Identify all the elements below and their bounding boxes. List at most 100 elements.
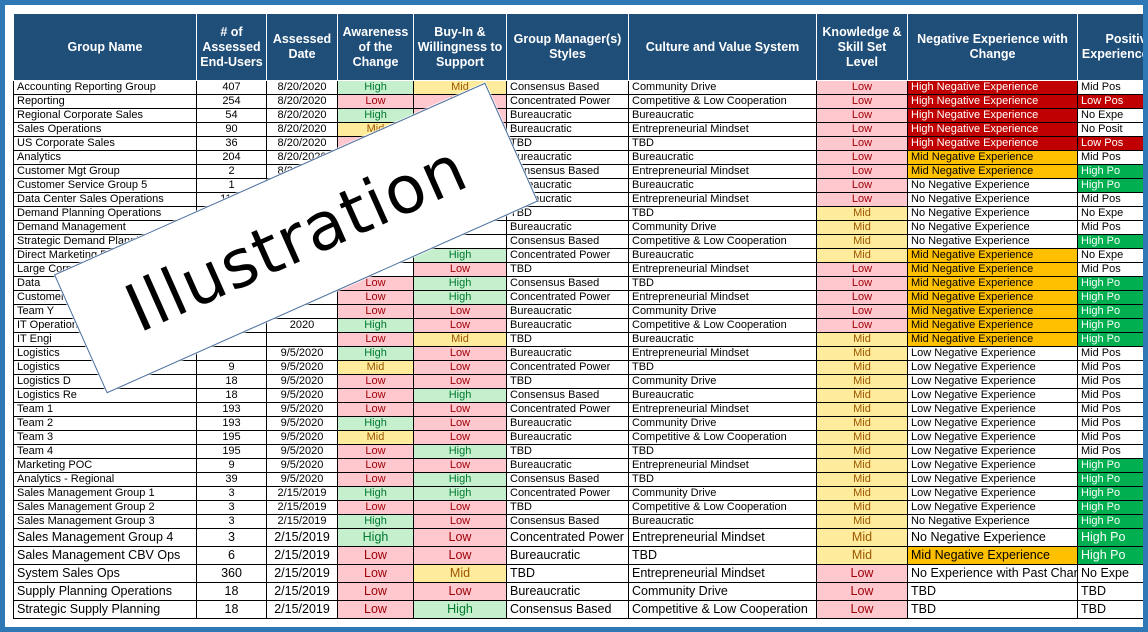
awareness-cell[interactable]: Low bbox=[337, 332, 414, 347]
group-name-cell[interactable]: Team 2 bbox=[13, 416, 197, 431]
knowledge-cell[interactable]: Low bbox=[816, 564, 908, 583]
manager-style-cell[interactable]: Consensus Based bbox=[506, 388, 629, 403]
buyin-cell[interactable]: Low bbox=[413, 318, 507, 333]
manager-style-cell[interactable]: Concentrated Power bbox=[506, 486, 629, 501]
negative-experience-cell[interactable]: Mid Negative Experience bbox=[907, 304, 1078, 319]
knowledge-cell[interactable]: Mid bbox=[816, 416, 908, 431]
buyin-cell[interactable]: Mid bbox=[413, 332, 507, 347]
culture-cell[interactable]: Entrepreneurial Mindset bbox=[628, 290, 817, 305]
buyin-cell[interactable]: High bbox=[413, 290, 507, 305]
manager-style-cell[interactable]: TBD bbox=[506, 332, 629, 347]
buyin-cell[interactable]: Low bbox=[413, 500, 507, 515]
positive-experience-cell[interactable]: High Po bbox=[1077, 178, 1143, 193]
positive-experience-cell[interactable]: Mid Pos bbox=[1077, 430, 1143, 445]
knowledge-cell[interactable]: Mid bbox=[816, 444, 908, 459]
user-count-cell[interactable]: 3 bbox=[196, 514, 267, 529]
manager-style-cell[interactable]: Concentrated Power bbox=[506, 402, 629, 417]
manager-style-cell[interactable]: Concentrated Power bbox=[506, 360, 629, 375]
culture-cell[interactable]: Bureaucratic bbox=[628, 150, 817, 165]
positive-experience-cell[interactable]: Mid Pos bbox=[1077, 150, 1143, 165]
positive-experience-cell[interactable]: High Po bbox=[1077, 332, 1143, 347]
knowledge-cell[interactable]: Low bbox=[816, 600, 908, 619]
assessed-date-cell[interactable]: 2/15/2019 bbox=[266, 528, 338, 547]
awareness-cell[interactable]: High bbox=[337, 486, 414, 501]
positive-experience-cell[interactable]: Mid Pos bbox=[1077, 262, 1143, 277]
buyin-cell[interactable]: Low bbox=[413, 546, 507, 565]
positive-experience-cell[interactable]: High Po bbox=[1077, 234, 1143, 249]
group-name-cell[interactable]: Team 3 bbox=[13, 430, 197, 445]
positive-experience-cell[interactable]: High Po bbox=[1077, 486, 1143, 501]
assessed-date-cell[interactable]: 8/20/2020 bbox=[266, 80, 338, 95]
manager-style-cell[interactable]: TBD bbox=[506, 444, 629, 459]
awareness-cell[interactable]: High bbox=[337, 514, 414, 529]
knowledge-cell[interactable]: Low bbox=[816, 582, 908, 601]
knowledge-cell[interactable]: Low bbox=[816, 164, 908, 179]
culture-cell[interactable]: Entrepreneurial Mindset bbox=[628, 458, 817, 473]
assessed-date-cell[interactable]: 9/5/2020 bbox=[266, 374, 338, 389]
awareness-cell[interactable]: Low bbox=[337, 582, 414, 601]
awareness-cell[interactable]: High bbox=[337, 318, 414, 333]
knowledge-cell[interactable]: Mid bbox=[816, 220, 908, 235]
positive-experience-cell[interactable]: No Posit bbox=[1077, 122, 1143, 137]
knowledge-cell[interactable]: Mid bbox=[816, 486, 908, 501]
negative-experience-cell[interactable]: Mid Negative Experience bbox=[907, 290, 1078, 305]
culture-cell[interactable]: Community Drive bbox=[628, 416, 817, 431]
header-num-users[interactable]: # of Assessed End-Users bbox=[196, 13, 267, 81]
buyin-cell[interactable]: Low bbox=[413, 360, 507, 375]
user-count-cell[interactable]: 18 bbox=[196, 388, 267, 403]
knowledge-cell[interactable]: Low bbox=[816, 318, 908, 333]
knowledge-cell[interactable]: Mid bbox=[816, 346, 908, 361]
negative-experience-cell[interactable]: Low Negative Experience bbox=[907, 500, 1078, 515]
negative-experience-cell[interactable]: No Negative Experience bbox=[907, 528, 1078, 547]
group-name-cell[interactable]: Sales Management Group 1 bbox=[13, 486, 197, 501]
assessed-date-cell[interactable]: 9/5/2020 bbox=[266, 430, 338, 445]
user-count-cell[interactable]: 9 bbox=[196, 360, 267, 375]
manager-style-cell[interactable]: TBD bbox=[506, 262, 629, 277]
culture-cell[interactable]: Competitive & Low Cooperation bbox=[628, 234, 817, 249]
negative-experience-cell[interactable]: Low Negative Experience bbox=[907, 486, 1078, 501]
knowledge-cell[interactable]: Low bbox=[816, 262, 908, 277]
user-count-cell[interactable]: 3 bbox=[196, 500, 267, 515]
knowledge-cell[interactable]: Low bbox=[816, 122, 908, 137]
user-count-cell[interactable]: 18 bbox=[196, 582, 267, 601]
header-assessed-date[interactable]: Assessed Date bbox=[266, 13, 338, 81]
culture-cell[interactable]: Competitive & Low Cooperation bbox=[628, 500, 817, 515]
group-name-cell[interactable]: Sales Management Group 3 bbox=[13, 514, 197, 529]
manager-style-cell[interactable]: Bureaucratic bbox=[506, 430, 629, 445]
knowledge-cell[interactable]: Mid bbox=[816, 360, 908, 375]
negative-experience-cell[interactable]: Low Negative Experience bbox=[907, 458, 1078, 473]
header-group-name[interactable]: Group Name bbox=[13, 13, 197, 81]
group-name-cell[interactable]: Strategic Supply Planning bbox=[13, 600, 197, 619]
negative-experience-cell[interactable]: Mid Negative Experience bbox=[907, 276, 1078, 291]
group-name-cell[interactable]: Sales Management CBV Ops bbox=[13, 546, 197, 565]
knowledge-cell[interactable]: Low bbox=[816, 150, 908, 165]
assessed-date-cell[interactable]: 2/15/2019 bbox=[266, 582, 338, 601]
buyin-cell[interactable]: High bbox=[413, 248, 507, 263]
manager-style-cell[interactable]: Consensus Based bbox=[506, 514, 629, 529]
culture-cell[interactable]: Entrepreneurial Mindset bbox=[628, 262, 817, 277]
buyin-cell[interactable]: High bbox=[413, 600, 507, 619]
positive-experience-cell[interactable]: High Po bbox=[1077, 528, 1143, 547]
culture-cell[interactable]: Competitive & Low Cooperation bbox=[628, 600, 817, 619]
awareness-cell[interactable]: Low bbox=[337, 290, 414, 305]
negative-experience-cell[interactable]: Low Negative Experience bbox=[907, 374, 1078, 389]
negative-experience-cell[interactable]: Low Negative Experience bbox=[907, 472, 1078, 487]
positive-experience-cell[interactable]: High Po bbox=[1077, 514, 1143, 529]
awareness-cell[interactable]: Low bbox=[337, 444, 414, 459]
positive-experience-cell[interactable]: Mid Pos bbox=[1077, 416, 1143, 431]
manager-style-cell[interactable]: Concentrated Power bbox=[506, 248, 629, 263]
awareness-cell[interactable]: High bbox=[337, 528, 414, 547]
negative-experience-cell[interactable]: Low Negative Experience bbox=[907, 360, 1078, 375]
positive-experience-cell[interactable]: High Po bbox=[1077, 500, 1143, 515]
user-count-cell[interactable]: 6 bbox=[196, 546, 267, 565]
culture-cell[interactable]: TBD bbox=[628, 444, 817, 459]
negative-experience-cell[interactable]: High Negative Experience bbox=[907, 94, 1078, 109]
group-name-cell[interactable]: Supply Planning Operations bbox=[13, 582, 197, 601]
knowledge-cell[interactable]: Mid bbox=[816, 332, 908, 347]
user-count-cell[interactable]: 254 bbox=[196, 94, 267, 109]
user-count-cell[interactable]: 39 bbox=[196, 472, 267, 487]
awareness-cell[interactable]: Low bbox=[337, 304, 414, 319]
negative-experience-cell[interactable]: Mid Negative Experience bbox=[907, 332, 1078, 347]
culture-cell[interactable]: TBD bbox=[628, 206, 817, 221]
buyin-cell[interactable]: High bbox=[413, 388, 507, 403]
